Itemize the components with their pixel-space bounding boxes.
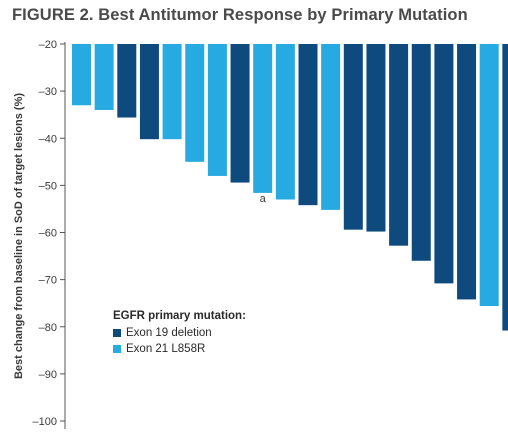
legend-title: EGFR primary mutation: [113,310,246,322]
bar-20 [502,44,508,331]
chart-title: FIGURE 2. Best Antitumor Response by Pri… [12,6,468,24]
bar-annotation: a [260,193,267,205]
bar-4 [139,44,159,140]
y-tick-label: –90 [39,369,57,381]
y-tick-label: –40 [39,133,57,145]
y-tick-label: –20 [39,39,57,51]
y-axis-label: Best change from baseline in SoD of targ… [13,93,25,379]
bar-12 [321,44,341,210]
y-tick-label: –30 [39,86,57,98]
bar-1 [72,44,91,106]
y-tick-label: –80 [39,322,57,334]
bar-8 [230,44,250,183]
bar-7 [207,44,227,176]
y-tick-label: –50 [39,180,57,192]
bar-5 [162,44,182,140]
bar-14 [366,44,386,232]
legend-swatch-exon19 [113,329,121,337]
bar-2 [94,44,114,110]
bar-17 [434,44,454,284]
annotations-group: a [260,193,267,205]
legend-item-exon19: Exon 19 deletion [113,326,246,340]
legend-label-exon21: Exon 21 L858R [126,343,206,355]
legend-swatch-exon21 [113,345,121,353]
legend: EGFR primary mutation: Exon 19 deletion … [113,310,246,358]
bars-group [72,44,508,331]
legend-item-exon21: Exon 21 L858R [113,342,246,356]
bar-15 [389,44,409,246]
bar-10 [275,44,295,200]
y-tick-label: –100 [33,416,57,428]
y-tick-label: –60 [39,228,57,240]
bar-16 [411,44,431,261]
bar-9 [253,44,273,193]
legend-label-exon19: Exon 19 deletion [126,327,212,339]
bar-18 [457,44,477,300]
y-axis: –20 –30 –40 –50 –60 –70 –80 –90 –100 [33,39,66,429]
y-tick-label: –70 [39,275,57,287]
bar-6 [185,44,205,162]
bar-11 [298,44,318,206]
bar-19 [479,44,499,307]
bar-13 [343,44,363,230]
bar-3 [117,44,137,118]
